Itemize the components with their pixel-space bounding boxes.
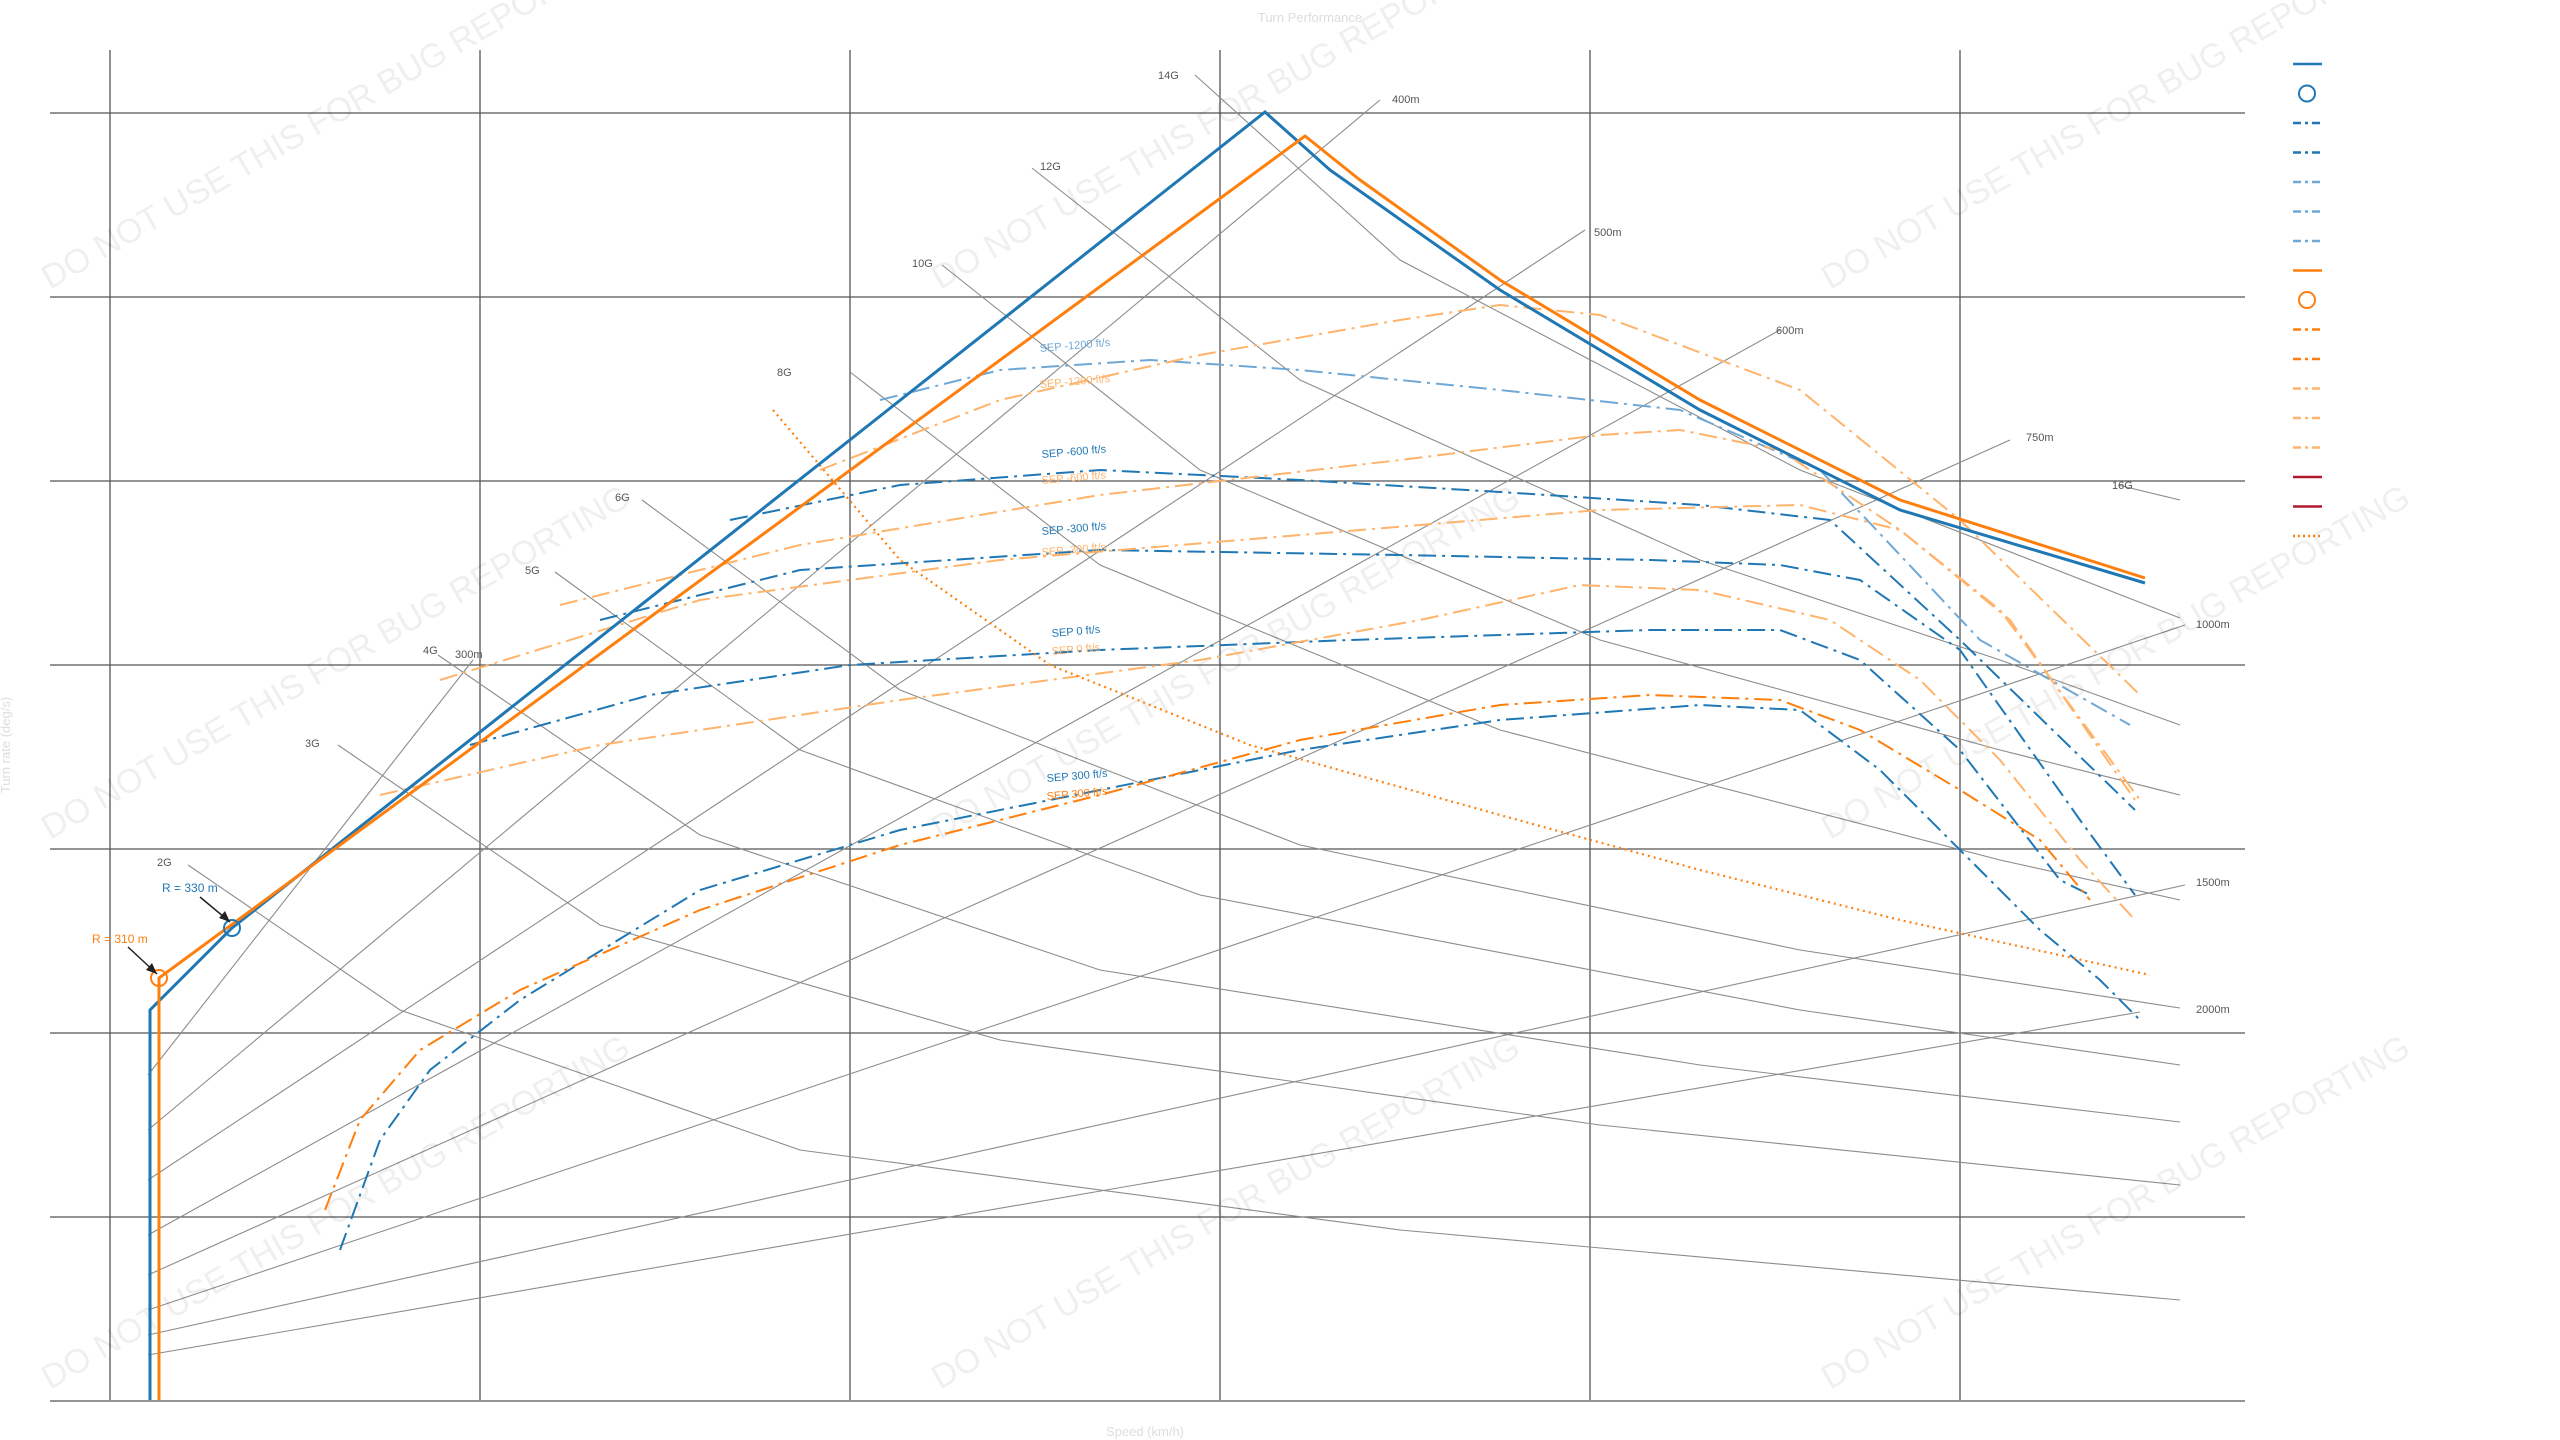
iso-g-label: 12G xyxy=(1040,161,1061,173)
sep-label: SEP -300 ft/s xyxy=(1041,541,1107,559)
iso-g-curve xyxy=(2117,484,2181,501)
sep-label: SEP -1200 ft/s xyxy=(1039,337,1111,355)
iso-g-curve xyxy=(554,571,2181,1066)
y-axis-label: Turn rate (deg/s) xyxy=(0,697,13,793)
corner-velocity-line xyxy=(772,409,2151,977)
iso-radius-line xyxy=(147,439,2011,1276)
sep-label: SEP 0 ft/s xyxy=(1051,624,1101,640)
sep-label: SEP -300 ft/s xyxy=(1041,520,1107,538)
sep-curve xyxy=(339,703,2141,1251)
iso-radius-line xyxy=(147,1011,2141,1356)
watermark-text: DO NOT USE THIS FOR BUG REPORTING xyxy=(35,478,636,847)
iso-g-label: 16G xyxy=(2112,480,2133,492)
iso-g-label: 3G xyxy=(305,738,320,750)
sep-label: SEP -600 ft/s xyxy=(1041,443,1107,461)
watermark-text: DO NOT USE THIS FOR BUG REPORTING xyxy=(925,1028,1526,1397)
grid-layer xyxy=(50,50,2245,1402)
watermark-text: DO NOT USE THIS FOR BUG REPORTING xyxy=(925,0,1526,297)
iso-g-label: 2G xyxy=(157,857,172,869)
chart-title: Turn Performance xyxy=(1258,10,1362,25)
legend-marker-circle xyxy=(2298,84,2316,103)
iso-g-curve xyxy=(641,499,2181,1009)
min-radius-marker-blue xyxy=(223,919,241,937)
x-axis-label: Speed (km/h) xyxy=(1106,1424,1184,1439)
iso-radius-label: 1500m xyxy=(2196,877,2230,889)
iso-g-curve xyxy=(1194,74,2181,619)
iso-radius-label: 2000m xyxy=(2196,1004,2230,1016)
sep-label: SEP 300 ft/s xyxy=(1046,786,1108,803)
annotation-arrowhead xyxy=(219,911,230,922)
iso-g-label: 8G xyxy=(777,367,792,379)
iso-g-label: 14G xyxy=(1158,70,1179,82)
sep-curve xyxy=(599,548,2136,896)
legend xyxy=(2293,62,2322,538)
iso-g-curve xyxy=(941,264,2181,796)
annotation-min-radius-orange: R = 310 m xyxy=(92,932,148,946)
iso-g-label: 6G xyxy=(615,492,630,504)
iso-radius-label: 600m xyxy=(1776,325,1804,337)
watermark-text: DO NOT USE THIS FOR BUG REPORTING xyxy=(1815,0,2416,297)
iso-g-curve xyxy=(187,864,2181,1301)
iso-g-curve xyxy=(1031,167,2181,726)
sep-curve xyxy=(729,468,2136,811)
sep-curve xyxy=(469,629,2091,896)
sep-label: SEP -600 ft/s xyxy=(1041,469,1107,487)
iso-g-curve xyxy=(849,371,2181,901)
annotation-min-radius-blue: R = 330 m xyxy=(162,881,218,895)
iso-g-label: 4G xyxy=(423,645,438,657)
watermark-text: DO NOT USE THIS FOR BUG REPORTING xyxy=(1815,1028,2416,1397)
sep-curve xyxy=(819,303,2141,696)
annotation-arrowhead xyxy=(146,963,157,974)
iso-radius-label: 300m xyxy=(455,649,483,661)
envelope-layer xyxy=(127,110,2146,1400)
iso-radius-line xyxy=(147,329,1781,1236)
iso-g-label: 10G xyxy=(912,258,933,270)
iso-radius-label: 1000m xyxy=(2196,619,2230,631)
sep-curve xyxy=(324,693,2091,1211)
iso-radius-line xyxy=(147,884,2186,1336)
iso-radius-label: 500m xyxy=(1594,227,1622,239)
min-radius-marker-orange xyxy=(150,969,168,987)
sep-curves-layer xyxy=(324,303,2151,1251)
envelope-curve-orange xyxy=(157,134,2146,1400)
legend-marker-circle xyxy=(2298,291,2316,309)
sep-curve xyxy=(559,428,2136,801)
iso-radius-line xyxy=(147,624,2186,1311)
sep-curve xyxy=(439,503,2141,801)
watermark-text: DO NOT USE THIS FOR BUG REPORTING xyxy=(35,0,636,297)
sep-label: SEP 300 ft/s xyxy=(1046,768,1108,785)
sep-label: SEP 0 ft/s xyxy=(1051,642,1101,658)
envelope-curve-blue xyxy=(148,110,2146,1400)
iso-radius-label: 400m xyxy=(1392,94,1420,106)
sep-curve xyxy=(879,358,2131,726)
iso-radius-line xyxy=(147,99,1381,1131)
sep-curve xyxy=(379,583,2136,921)
watermark-layer: DO NOT USE THIS FOR BUG REPORTING DO NOT … xyxy=(35,0,2416,1397)
iso-radius-label: 750m xyxy=(2026,432,2054,444)
iso-g-curve xyxy=(337,744,2181,1186)
iso-g-label: 5G xyxy=(525,565,540,577)
watermark-text: DO NOT USE THIS FOR BUG REPORTING xyxy=(35,1028,636,1397)
iso-g-curve xyxy=(437,654,2181,1123)
label-layer: 300m 400m 500m 600m 750m 1000m 1500m 2000m 2G 3G 4… xyxy=(92,70,2230,1016)
